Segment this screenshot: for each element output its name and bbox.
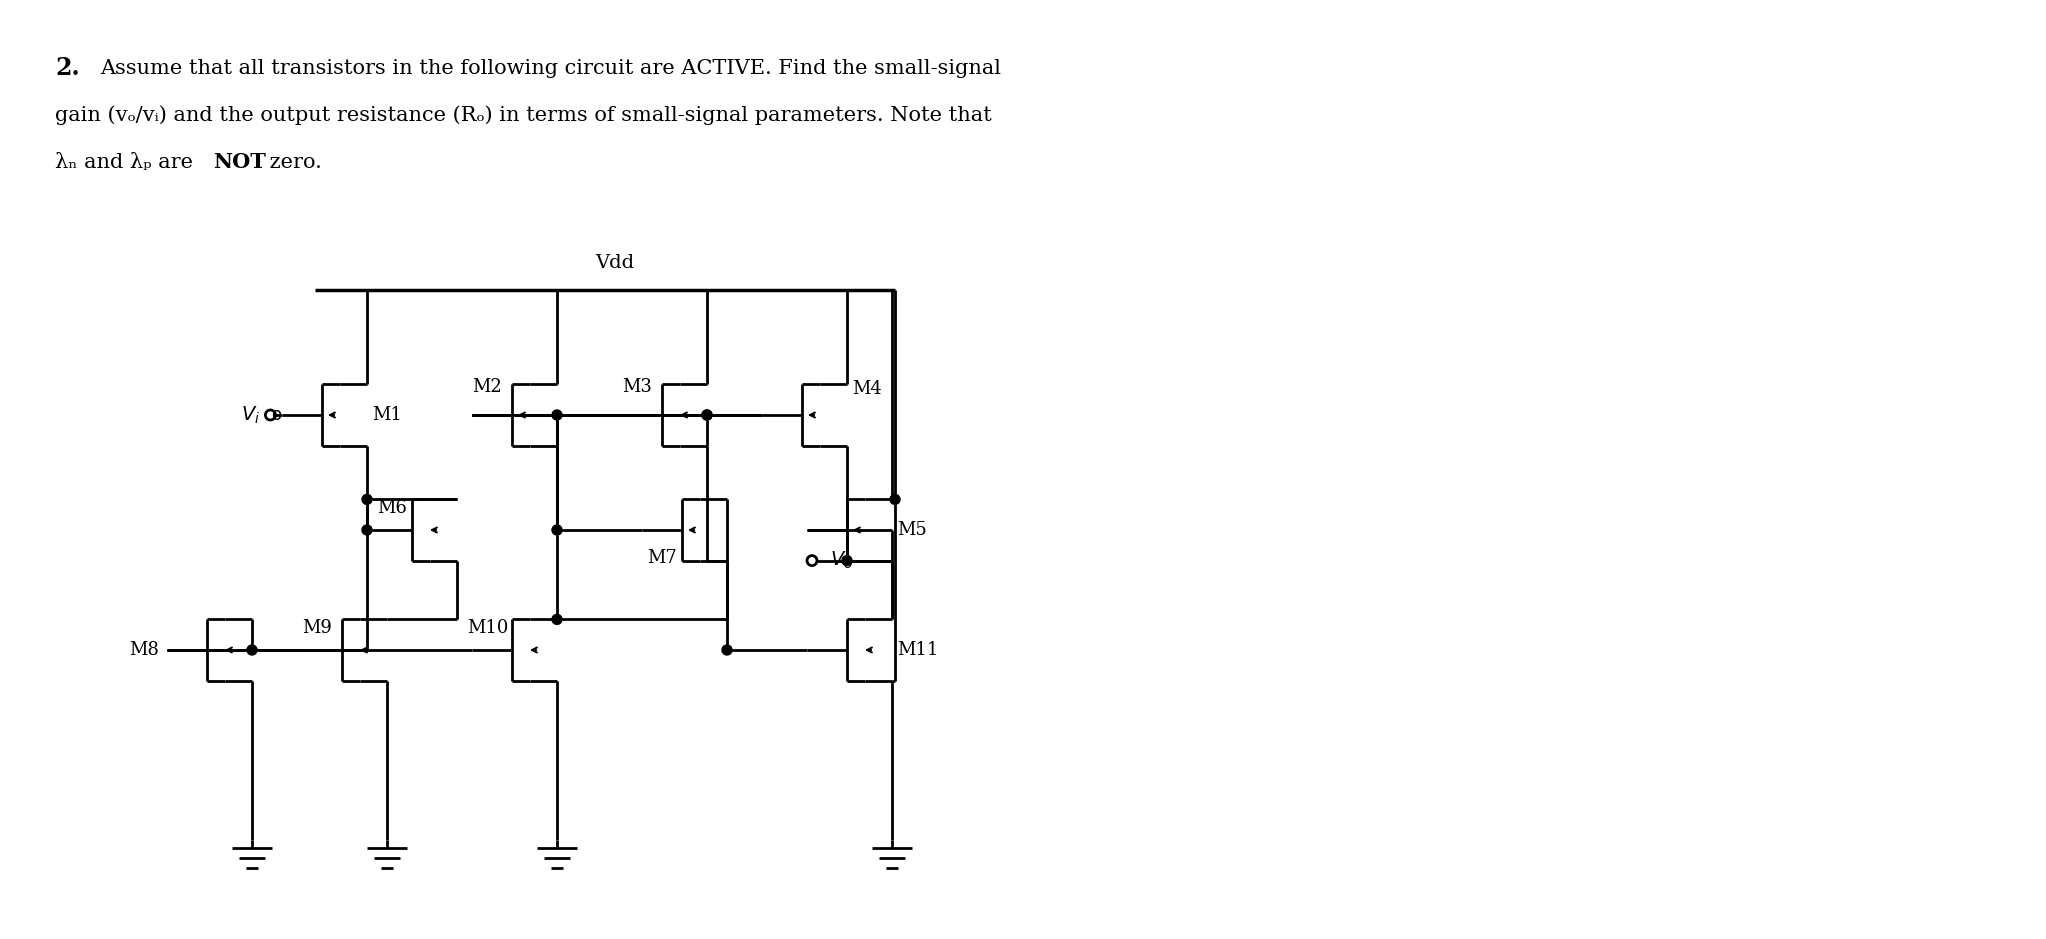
Text: M5: M5 [896,521,927,539]
Text: zero.: zero. [264,152,321,172]
Text: $V_o$: $V_o$ [831,550,853,571]
Text: Vdd: Vdd [595,254,634,272]
Circle shape [248,645,258,655]
Text: M8: M8 [129,641,160,659]
Text: M4: M4 [851,380,882,398]
Circle shape [843,556,851,565]
Circle shape [890,495,900,504]
Text: gain (vₒ/vᵢ) and the output resistance (Rₒ) in terms of small-signal parameters.: gain (vₒ/vᵢ) and the output resistance (… [55,105,992,125]
Text: Assume that all transistors in the following circuit are ACTIVE. Find the small-: Assume that all transistors in the follo… [100,58,1000,78]
Circle shape [702,410,712,420]
Text: M11: M11 [896,641,939,659]
Text: M9: M9 [303,619,331,637]
Text: M3: M3 [622,378,653,396]
Text: M2: M2 [473,378,501,396]
Text: M10: M10 [466,619,509,637]
Text: 2.: 2. [55,56,80,80]
Text: o: o [272,406,282,424]
Text: M6: M6 [376,499,407,517]
Text: M1: M1 [372,406,401,424]
Text: NOT: NOT [213,152,266,172]
Circle shape [722,645,732,655]
Circle shape [552,614,563,624]
Text: λₙ and λₚ are: λₙ and λₚ are [55,152,201,172]
Circle shape [702,410,712,420]
Text: M7: M7 [647,549,677,567]
Text: $V_i$: $V_i$ [241,405,260,425]
Circle shape [362,495,372,504]
Circle shape [552,525,563,535]
Circle shape [362,525,372,535]
Circle shape [552,410,563,420]
